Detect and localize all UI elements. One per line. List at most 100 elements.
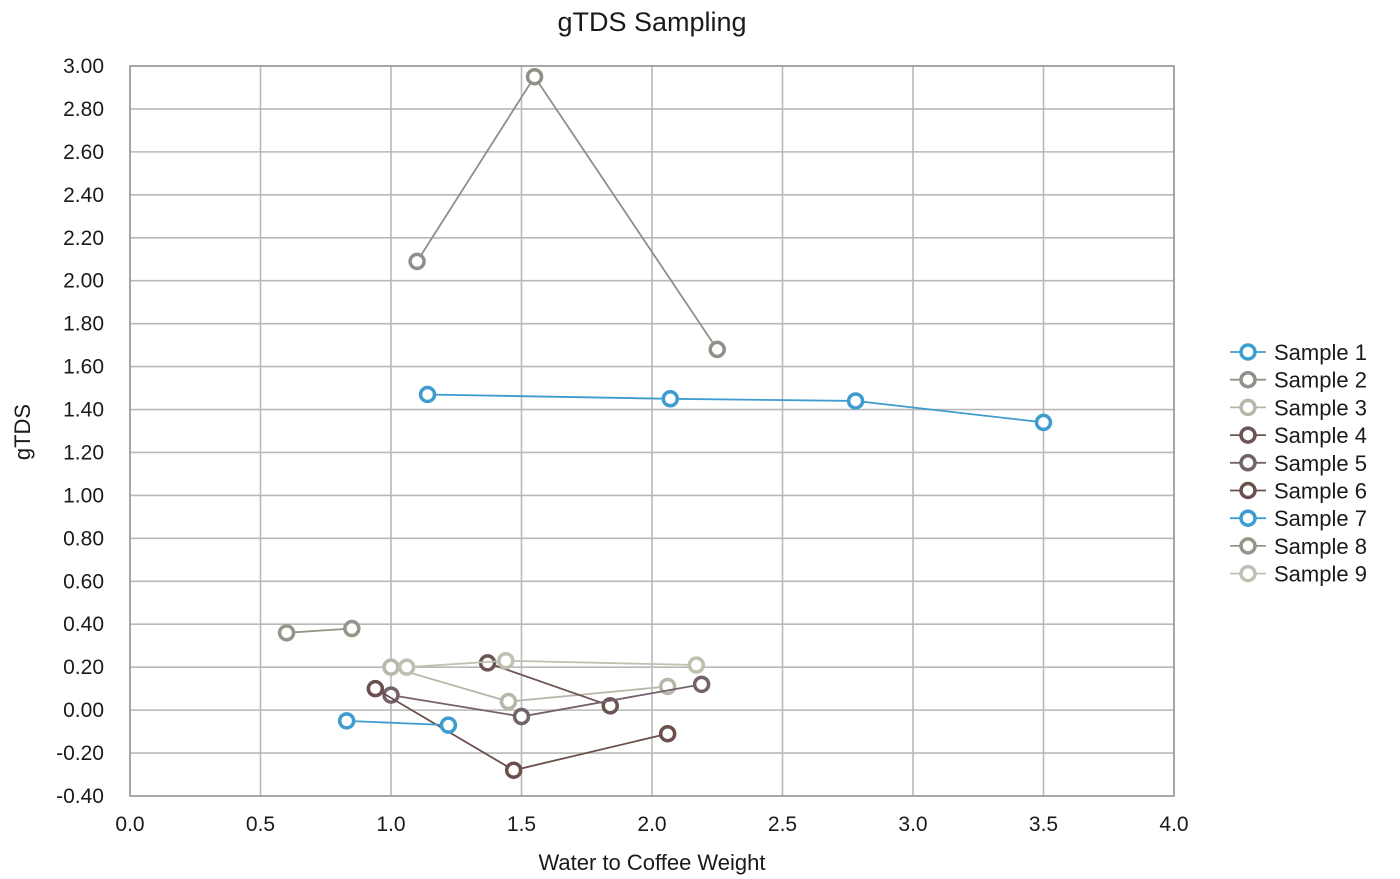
x-axis-label: Water to Coffee Weight [538,850,765,875]
data-point [1034,413,1053,432]
y-tick-label: 3.00 [63,55,104,78]
y-tick-label: 2.20 [63,227,104,250]
y-tick-label: 2.00 [63,270,104,293]
legend-item: Sample 5 [1230,451,1367,476]
y-tick-label: 2.80 [63,98,104,121]
series-2 [408,67,726,359]
data-point [687,656,706,674]
chart-title: gTDS Sampling [557,7,746,37]
series-line [406,659,697,669]
data-point [499,692,518,711]
legend-label: Sample 1 [1274,340,1367,365]
legend-item: Sample 2 [1230,368,1367,393]
y-axis-ticks: 3.00 2.80 2.60 2.40 2.20 2.00 1.80 1.60 1.40 1.20… [56,55,104,808]
series-3 [382,658,677,711]
legend-item: Sample 3 [1230,395,1367,420]
series-6 [366,679,677,779]
legend-marker [1239,426,1257,444]
data-point [708,340,726,359]
legend-marker [1239,370,1257,389]
series-7 [337,712,458,734]
legend-label: Sample 2 [1274,368,1367,393]
y-tick-label: 1.20 [63,441,104,464]
series-9 [397,651,706,676]
legend-marker [1239,454,1257,472]
plot-area-border [129,65,1175,797]
legend-label: Sample 7 [1274,506,1367,531]
legend-item: Sample 8 [1230,534,1367,559]
data-point [408,252,426,271]
y-tick-label: 1.80 [63,313,104,336]
series-line [346,719,449,727]
legend-label: Sample 6 [1274,479,1367,504]
data-point [692,675,711,694]
y-tick-label: -0.40 [56,785,104,808]
legend-item: Sample 4 [1230,423,1367,448]
series-8 [277,619,361,642]
x-tick-label: 4.0 [1159,813,1188,836]
data-point [504,761,523,779]
y-tick-label: 2.40 [63,184,104,207]
legend-marker [1239,398,1257,417]
legend-label: Sample 4 [1274,423,1367,448]
legend-item: Sample 1 [1230,340,1367,365]
y-tick-label: -0.20 [56,742,104,765]
series-line [416,75,718,350]
data-point [658,724,677,743]
data-point [418,385,437,404]
x-tick-label: 3.5 [1029,813,1058,836]
legend-item: Sample 6 [1230,479,1367,504]
x-tick-label: 1.5 [507,813,536,836]
series-1 [418,385,1053,432]
legend-marker [1239,537,1257,555]
data-point [397,658,416,676]
y-tick-label: 1.00 [63,484,104,507]
x-tick-label: 3.0 [898,813,927,836]
y-tick-label: 0.80 [63,527,104,550]
legend-marker [1239,509,1257,527]
series-layer [277,67,1053,779]
y-axis-label: gTDS [10,404,35,460]
y-tick-label: 1.40 [63,399,104,422]
y-tick-label: 0.00 [63,699,104,722]
legend-label: Sample 8 [1274,534,1367,559]
legend-marker [1239,343,1257,361]
data-point [382,686,400,704]
y-tick-label: 0.40 [63,613,104,636]
legend-label: Sample 9 [1274,562,1367,587]
series-line [286,627,352,634]
data-point [601,697,619,715]
data-point [343,619,361,638]
y-tick-label: 0.20 [63,656,104,679]
y-tick-label: 1.60 [63,356,104,379]
data-point [661,390,680,408]
legend-marker [1239,564,1257,583]
x-tick-label: 0.5 [246,813,275,836]
data-point [337,712,356,730]
legend-label: Sample 5 [1274,451,1367,476]
y-tick-label: 0.60 [63,570,104,593]
data-point [439,716,458,734]
legend-marker [1239,481,1257,500]
series-line [390,666,668,703]
series-line [427,393,1044,424]
data-point [366,679,385,698]
series-5 [382,675,711,726]
y-tick-label: 2.60 [63,141,104,164]
x-tick-label: 2.5 [768,813,797,836]
x-tick-label: 0.0 [115,813,144,836]
legend-item: Sample 9 [1230,562,1367,587]
grid [129,65,1175,797]
series-line [390,683,702,718]
data-point [512,707,531,726]
data-point [277,624,296,642]
x-axis-ticks: 0.0 0.5 1.0 1.5 2.0 2.5 3.0 3.5 4.0 [115,813,1188,836]
series-line [487,662,611,707]
data-point [846,392,865,410]
data-point [497,651,515,670]
x-tick-label: 1.0 [376,813,405,836]
x-tick-label: 2.0 [637,813,666,836]
